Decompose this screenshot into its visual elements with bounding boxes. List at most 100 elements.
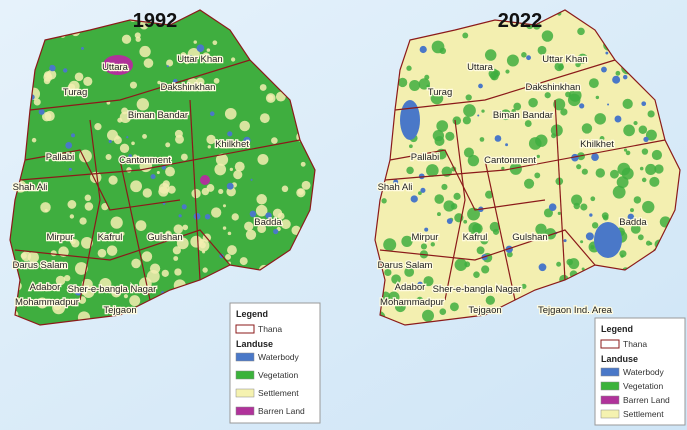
- thana-label: Dakshinkhan: [526, 82, 581, 93]
- landuse-patch: [511, 108, 516, 114]
- water-patch: [605, 51, 609, 55]
- thana-label: Tejgaon: [103, 305, 136, 316]
- landuse-patch: [509, 162, 522, 175]
- landuse-patch: [568, 258, 580, 270]
- landuse-patch: [191, 188, 201, 199]
- landuse-patch: [99, 277, 112, 290]
- water-patch: [116, 286, 123, 293]
- thana-label: Badda: [254, 217, 282, 228]
- landuse-patch: [381, 198, 387, 204]
- water-patch: [265, 212, 272, 219]
- landuse-patch: [599, 135, 605, 141]
- water-patch: [612, 75, 621, 84]
- landuse-patch: [78, 296, 87, 304]
- water-patch: [50, 64, 53, 68]
- landuse-patch: [106, 245, 118, 256]
- landuse-patch: [161, 269, 169, 277]
- landuse-patch: [215, 153, 229, 166]
- water-patch: [410, 195, 418, 203]
- landuse-patch: [43, 71, 52, 79]
- landuse-patch: [115, 135, 120, 140]
- landuse-patch: [172, 246, 181, 255]
- water-patch: [74, 288, 82, 296]
- thana-label: Khilkhet: [215, 139, 249, 150]
- landuse-patch: [430, 242, 435, 247]
- landuse-patch: [625, 150, 631, 156]
- landuse-patch: [544, 92, 551, 99]
- landuse-patch: [143, 58, 154, 68]
- landuse-patch: [271, 137, 278, 144]
- landuse-patch: [259, 113, 270, 124]
- landuse-patch: [642, 200, 655, 214]
- landuse-patch: [556, 261, 562, 267]
- landuse-patch: [473, 271, 480, 278]
- map-border: [374, 9, 681, 326]
- water-patch: [126, 136, 129, 139]
- landuse-patch: [463, 147, 474, 158]
- legend-label: Vegetation: [623, 381, 663, 391]
- landuse-patch: [199, 238, 204, 244]
- landuse-patch: [623, 148, 628, 152]
- landuse-patch: [231, 213, 239, 221]
- landuse-patch: [222, 140, 230, 149]
- landuse-patch: [167, 185, 176, 194]
- landuse-patch: [222, 204, 227, 208]
- thana-label: Shah Ali: [13, 182, 48, 193]
- thana-boundary: [554, 99, 566, 281]
- water-patch: [579, 103, 585, 109]
- landuse-patch: [633, 121, 638, 126]
- landuse-patch: [580, 240, 584, 244]
- landuse-patch: [130, 180, 142, 193]
- landuse-patch: [612, 185, 626, 199]
- water-patch: [641, 101, 647, 107]
- thana-boundary: [29, 59, 251, 111]
- legend-label: Waterbody: [623, 367, 665, 377]
- landuse-patch: [406, 65, 412, 71]
- landuse-patch: [601, 212, 609, 220]
- landuse-patch: [443, 200, 455, 212]
- landuse-patch: [488, 68, 499, 79]
- landuse-patch: [630, 224, 641, 234]
- thana-label: Darus Salam: [378, 260, 433, 271]
- landuse-patch: [42, 112, 52, 122]
- landuse-patch: [581, 267, 585, 271]
- thana-boundary: [19, 139, 301, 181]
- landuse-patch: [534, 172, 541, 179]
- landuse-patch: [609, 169, 619, 179]
- legend-title: Legend: [236, 309, 268, 319]
- water-patch: [478, 83, 483, 89]
- legend-swatch: [600, 381, 620, 391]
- landuse-patch: [201, 187, 210, 196]
- landuse-patch: [577, 53, 588, 64]
- water-patch: [446, 218, 453, 224]
- landuse-patch: [580, 203, 588, 211]
- water-patch: [563, 239, 567, 243]
- legend-swatch: [600, 395, 620, 405]
- landuse-patch: [388, 291, 400, 303]
- landuse-patch: [581, 168, 588, 175]
- landuse-patch: [462, 116, 471, 125]
- landuse-patch: [207, 145, 211, 149]
- water-patch: [424, 227, 429, 232]
- water-patch: [548, 203, 557, 211]
- landuse-patch: [649, 176, 660, 187]
- legend-title: Legend: [601, 324, 633, 334]
- legend-label: Settlement: [258, 388, 299, 398]
- landuse-patch: [505, 69, 510, 74]
- landuse-patch: [418, 78, 431, 90]
- map-year: 2022: [498, 10, 543, 32]
- thana-boundary: [484, 159, 516, 301]
- landuse-patch: [416, 296, 424, 304]
- landuse-patch: [463, 219, 468, 224]
- landuse-patch: [84, 194, 92, 202]
- water-patch: [585, 232, 594, 241]
- thana-label: Uttara: [467, 62, 494, 73]
- water-patch: [419, 45, 427, 54]
- landuse-patch: [591, 222, 599, 229]
- legend-label: Waterbody: [258, 352, 300, 362]
- landuse-patch: [135, 220, 147, 231]
- landuse-patch: [594, 113, 606, 125]
- landuse-patch: [121, 107, 129, 115]
- legend: Legend Thana Landuse Waterbody Vegetation Bar…: [594, 317, 686, 426]
- landuse-patch: [568, 88, 582, 102]
